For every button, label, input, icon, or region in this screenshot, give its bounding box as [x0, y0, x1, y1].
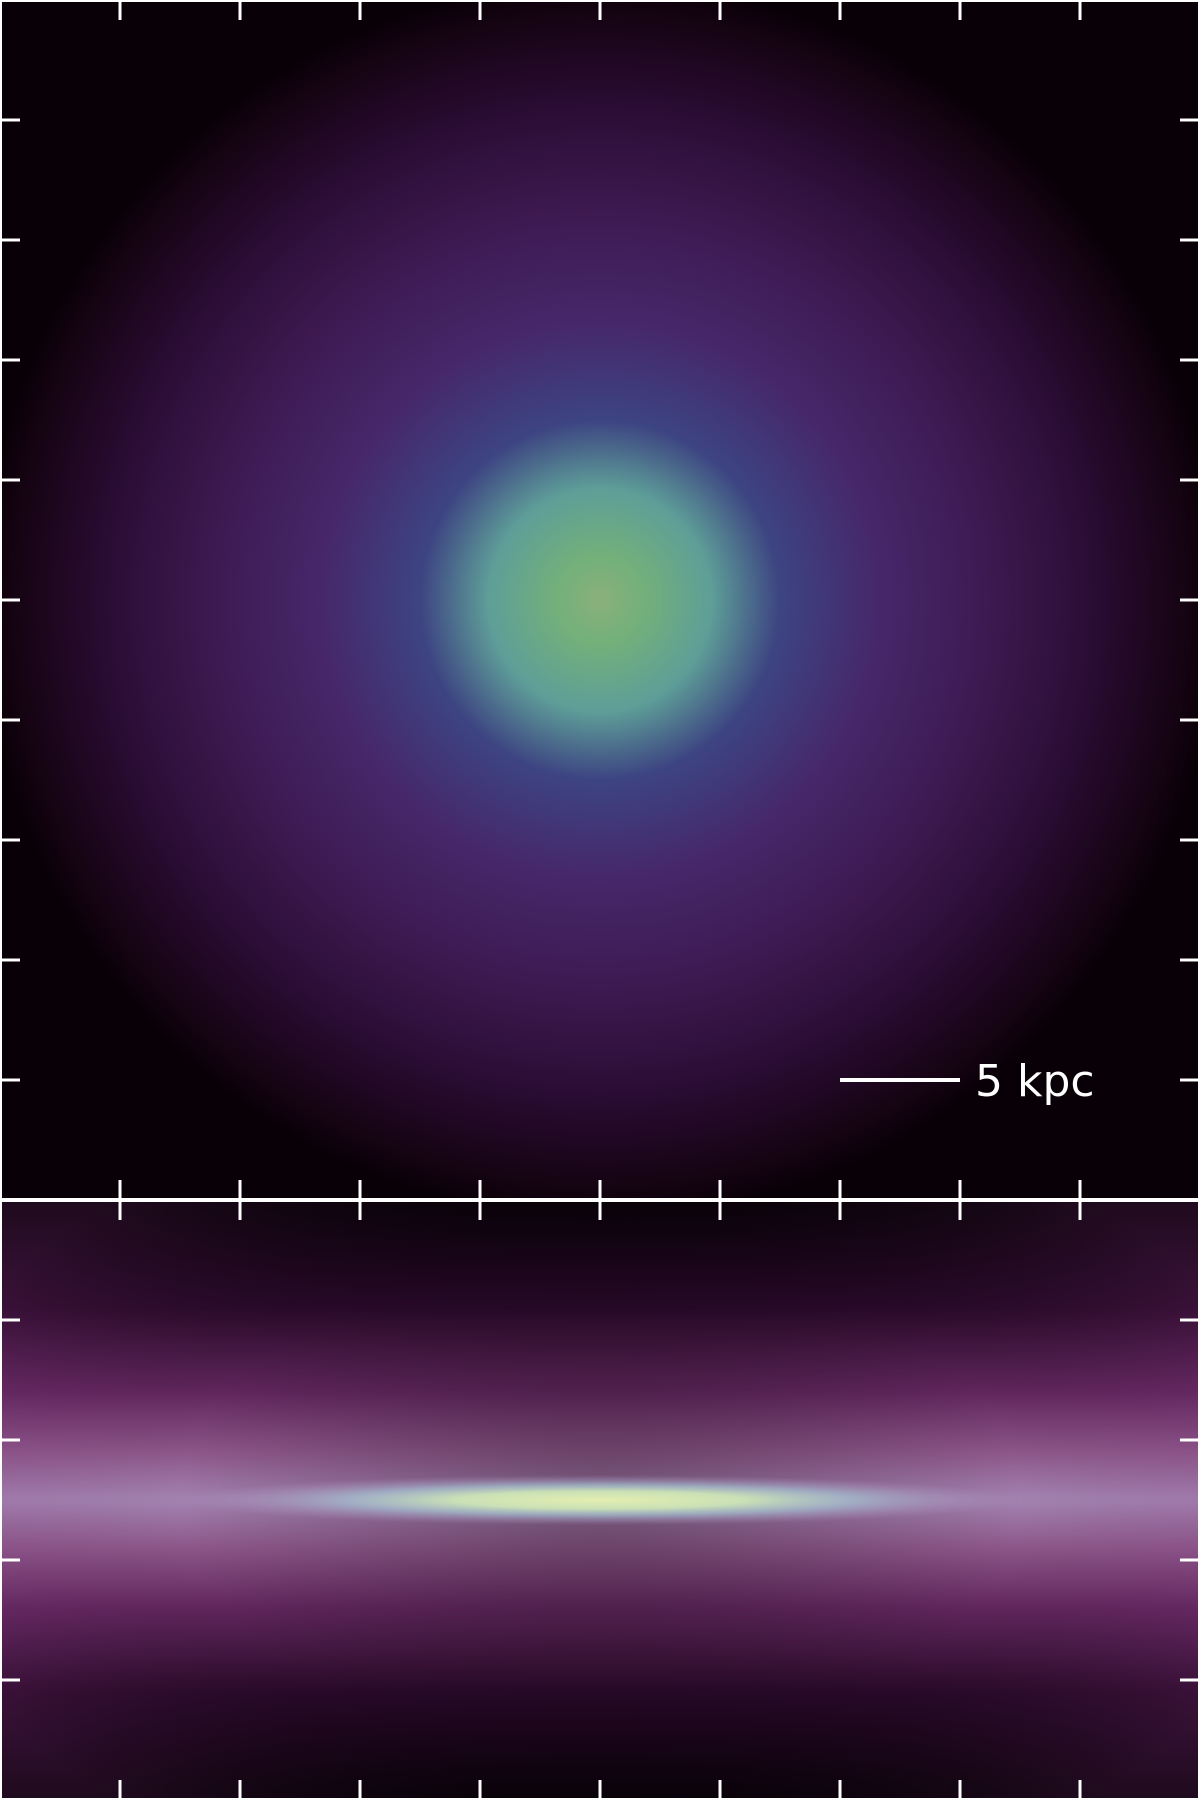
edge-on-image — [0, 1200, 1200, 1800]
edge-on-frame — [0, 1200, 1200, 1800]
edge-on-ticks — [0, 1200, 1200, 1800]
face-on-density — [0, 0, 1200, 1200]
edge-on-disk-plane — [150, 1470, 1050, 1530]
scale-bar: 5 kpc — [840, 1056, 1095, 1107]
scale-bar-label: 5 kpc — [975, 1056, 1095, 1107]
face-on-ticks — [0, 0, 1200, 1200]
edge-on-panel — [0, 1200, 1200, 1800]
face-on-panel: 5 kpc — [0, 0, 1200, 1200]
face-on-frame — [0, 0, 1200, 1200]
face-on-image: 5 kpc — [0, 0, 1200, 1200]
